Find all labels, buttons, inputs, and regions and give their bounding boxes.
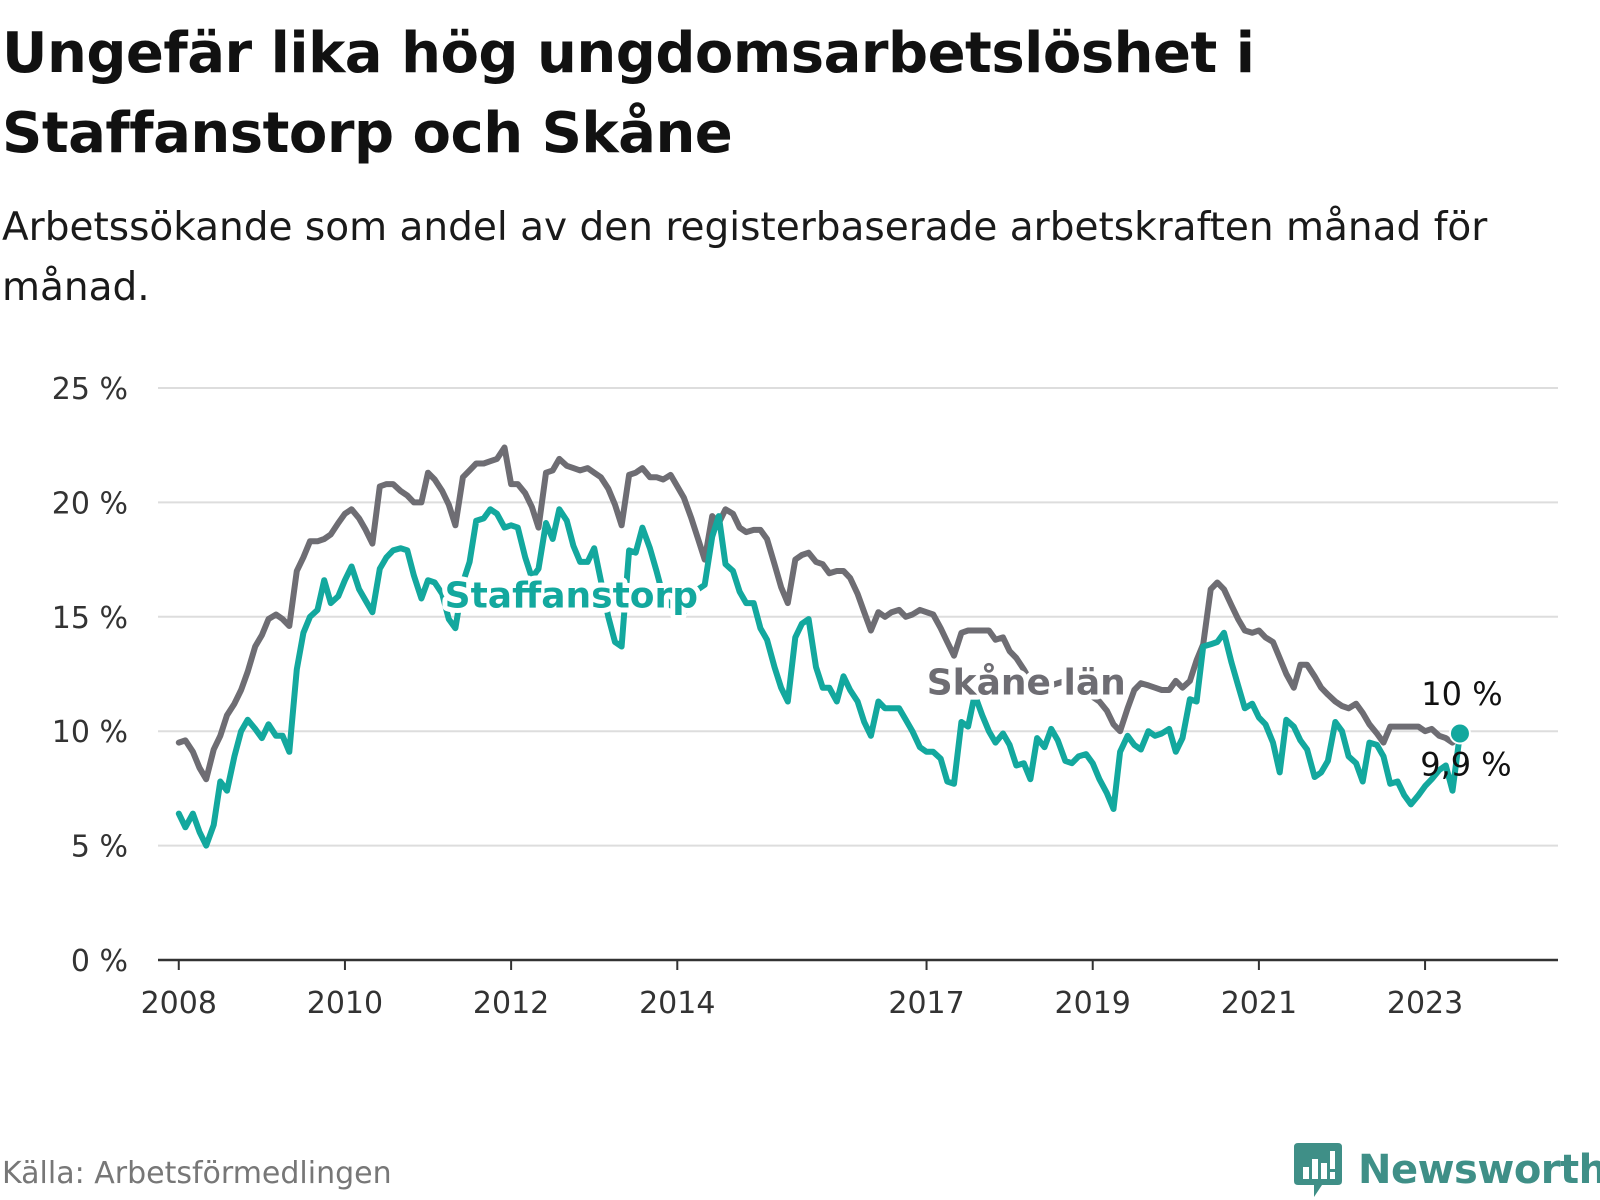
x-tick-label: 2019 [1055, 986, 1131, 1021]
x-tick-label: 2021 [1221, 986, 1297, 1021]
end-point-marker [1448, 722, 1471, 745]
brand-name: Newsworthy [1358, 1147, 1600, 1193]
x-tick-label: 2023 [1387, 986, 1463, 1021]
series-line-staffanstorp [175, 506, 1463, 849]
x-axis: 2008 2010 2012 2014 2017 2019 2021 2023 [141, 958, 1558, 1021]
x-tick-label: 2008 [141, 986, 217, 1021]
y-tick-label: 10 % [52, 715, 128, 750]
end-value-label: 10 % [1421, 675, 1502, 713]
series-label: Staffanstorp [445, 576, 698, 617]
newsworthy-logo-icon [1294, 1143, 1342, 1197]
end-value-label: 9,9 % [1420, 745, 1511, 783]
x-tick-label: 2017 [888, 986, 964, 1021]
series-lines [175, 444, 1463, 849]
series-label: Skåne län [927, 663, 1126, 704]
newsworthy-logo[interactable]: Newsworthy [1292, 1140, 1600, 1200]
x-tick-label: 2012 [473, 986, 549, 1021]
gridlines [158, 387, 1558, 847]
chart-subtitle: Arbetssökande som andel av den registerb… [2, 205, 1488, 310]
y-tick-label: 20 % [52, 486, 128, 521]
page-title: Ungefär lika hög ungdomsarbetslöshet i S… [2, 21, 1255, 166]
y-tick-label: 25 % [52, 372, 128, 407]
y-tick-label: 5 % [71, 830, 128, 865]
x-tick-label: 2010 [307, 986, 383, 1021]
x-tick-label: 2014 [639, 986, 715, 1021]
y-axis-tick-labels: 0 % 5 % 10 % 15 % 20 % 25 % [52, 372, 128, 979]
series-line-sk-ne-l-n [175, 444, 1463, 783]
y-tick-label: 15 % [52, 601, 128, 636]
source-credit: Källa: Arbetsförmedlingen [2, 1156, 392, 1191]
y-tick-label: 0 % [71, 944, 128, 979]
series-labels: Staffanstorp Skåne län 10 % 9,9 % [440, 571, 1512, 784]
